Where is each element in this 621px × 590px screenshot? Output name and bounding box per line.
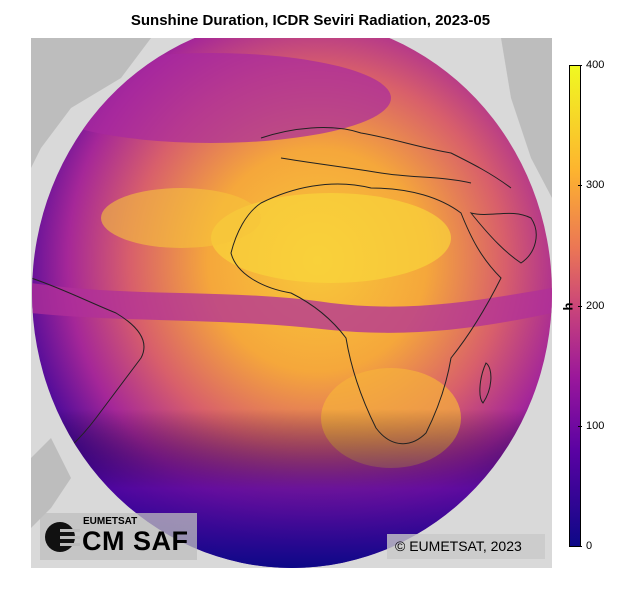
madagascar-coastline xyxy=(479,362,492,404)
satellite-disk-map xyxy=(31,38,552,568)
colorbar-unit-label: h xyxy=(560,302,576,311)
europe-coastline xyxy=(260,127,512,189)
colorbar-tick-label: 0 xyxy=(586,540,593,552)
south-america-coastline xyxy=(32,277,145,471)
outside-land-shape xyxy=(31,438,71,528)
logo-top-text: EUMETSAT xyxy=(83,516,138,527)
copyright-box xyxy=(387,534,545,559)
colorbar-tick-label: 300 xyxy=(586,179,605,191)
cmsaf-logo xyxy=(40,513,197,560)
logo-main-text: CM SAF xyxy=(82,526,189,556)
colorbar-tick-label: 200 xyxy=(586,300,605,312)
arabia-coastline xyxy=(469,212,537,264)
africa-coastline xyxy=(230,183,502,445)
colorbar-tick-label: 400 xyxy=(586,59,605,71)
colorbar-tick-label: 100 xyxy=(586,420,605,432)
outside-land-shape xyxy=(31,38,151,168)
map-title: Sunshine Duration, ICDR Seviri Radiation… xyxy=(130,12,491,29)
outside-land-shape xyxy=(501,38,552,198)
copyright-text: © EUMETSAT, 2023 xyxy=(395,538,522,554)
cmsaf-logo-icon xyxy=(45,522,80,552)
